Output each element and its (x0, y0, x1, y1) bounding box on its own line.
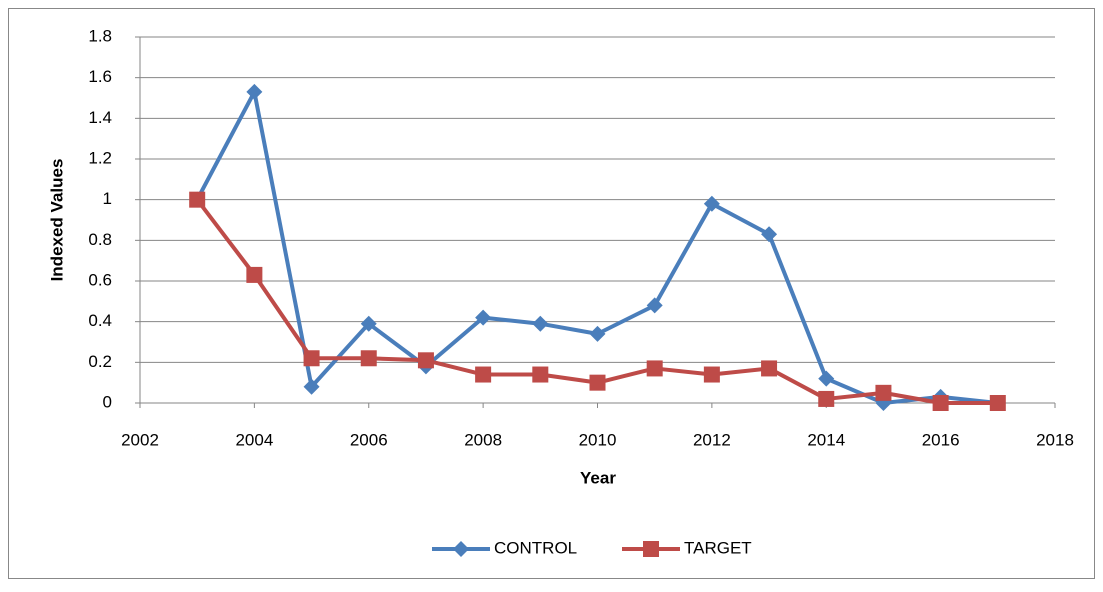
data-point (818, 390, 835, 407)
data-point (932, 395, 949, 411)
x-tick-label: 2006 (350, 430, 388, 449)
data-point (303, 378, 320, 395)
data-point (532, 366, 549, 383)
data-point (475, 366, 492, 383)
legend-label: CONTROL (494, 538, 577, 557)
y-tick-label: 0.8 (88, 230, 112, 249)
x-tick-label: 2002 (121, 430, 159, 449)
chart-border (8, 8, 1095, 579)
x-tick-label: 2008 (464, 430, 502, 449)
y-tick-label: 1.8 (88, 26, 112, 45)
data-point (417, 352, 434, 369)
data-point (532, 315, 549, 332)
x-tick-label: 2014 (807, 430, 845, 449)
data-point (360, 315, 377, 332)
y-tick-label: 1.6 (88, 67, 112, 86)
x-tick-label: 2018 (1036, 430, 1074, 449)
data-point (589, 325, 606, 342)
y-tick-label: 1.2 (88, 148, 112, 167)
data-point (703, 366, 720, 383)
x-tick-label: 2010 (579, 430, 617, 449)
data-point (189, 191, 206, 208)
y-tick-label: 0.2 (88, 352, 112, 371)
legend-marker (643, 541, 659, 557)
x-tick-label: 2012 (693, 430, 731, 449)
data-point (989, 395, 1006, 411)
y-tick-label: 0.4 (88, 311, 112, 330)
legend-label: TARGET (684, 538, 752, 557)
data-point (589, 374, 606, 391)
data-point (246, 83, 263, 100)
data-point (818, 370, 835, 387)
x-tick-label: 2004 (235, 430, 273, 449)
data-point (303, 350, 320, 367)
y-tick-label: 0 (103, 392, 112, 411)
y-tick-label: 1 (103, 189, 112, 208)
x-tick-label: 2016 (922, 430, 960, 449)
data-point (761, 226, 778, 243)
y-tick-label: 0.6 (88, 270, 112, 289)
y-tick-label: 1.4 (88, 108, 112, 127)
data-point (246, 266, 263, 283)
legend-marker (453, 541, 469, 557)
data-point (360, 350, 377, 367)
data-point (646, 360, 663, 377)
data-point (646, 297, 663, 314)
data-point (875, 384, 892, 401)
x-axis-title: Year (580, 468, 616, 487)
data-point (475, 309, 492, 326)
data-point (761, 360, 778, 377)
data-point (703, 195, 720, 212)
y-axis-title: Indexed Values (47, 159, 66, 282)
